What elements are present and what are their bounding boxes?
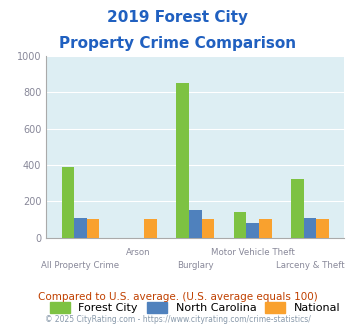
Text: All Property Crime: All Property Crime <box>42 261 120 270</box>
Text: Larceny & Theft: Larceny & Theft <box>275 261 344 270</box>
Bar <box>316 219 329 238</box>
Bar <box>259 219 272 238</box>
Bar <box>176 83 189 238</box>
Bar <box>87 219 99 238</box>
Legend: Forest City, North Carolina, National: Forest City, North Carolina, National <box>45 298 345 318</box>
Bar <box>304 218 316 238</box>
Text: Arson: Arson <box>126 248 150 257</box>
Bar <box>291 179 304 238</box>
Text: Burglary: Burglary <box>177 261 214 270</box>
Text: © 2025 CityRating.com - https://www.cityrating.com/crime-statistics/: © 2025 CityRating.com - https://www.city… <box>45 315 310 324</box>
Bar <box>62 167 74 238</box>
Text: Motor Vehicle Theft: Motor Vehicle Theft <box>211 248 295 257</box>
Text: Property Crime Comparison: Property Crime Comparison <box>59 36 296 51</box>
Bar <box>234 212 246 238</box>
Bar <box>202 219 214 238</box>
Bar <box>189 211 202 238</box>
Bar <box>246 223 259 238</box>
Text: Compared to U.S. average. (U.S. average equals 100): Compared to U.S. average. (U.S. average … <box>38 292 317 302</box>
Bar <box>74 218 87 238</box>
Bar <box>144 219 157 238</box>
Text: 2019 Forest City: 2019 Forest City <box>107 10 248 25</box>
